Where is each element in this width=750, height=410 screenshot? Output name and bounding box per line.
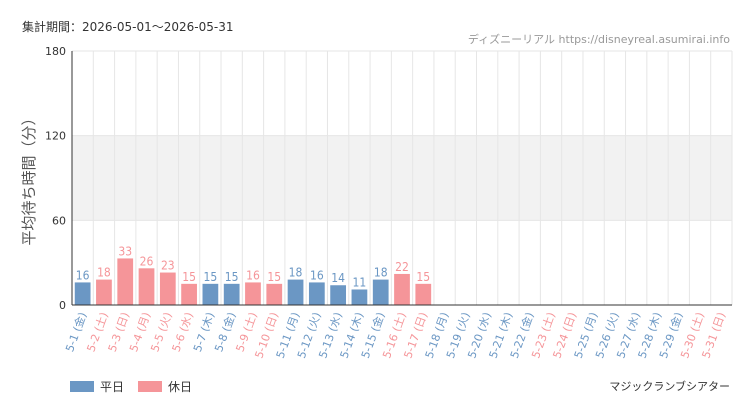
data-label: 15 xyxy=(267,270,281,284)
x-tick-labels: 5-1 (金)5-2 (土)5-3 (日)5-4 (月)5-5 (火)5-6 (… xyxy=(62,310,728,360)
data-label: 15 xyxy=(204,270,218,284)
y-axis-label: 平均待ち時間（分） xyxy=(20,110,38,245)
data-label: 18 xyxy=(374,266,388,280)
bar[interactable] xyxy=(223,283,240,305)
legend-swatch-weekday xyxy=(70,381,94,392)
bar[interactable] xyxy=(117,258,134,305)
y-tick-labels: 0 60 120 180 xyxy=(45,45,66,312)
bar[interactable] xyxy=(394,273,410,305)
data-label: 18 xyxy=(97,266,111,280)
bar[interactable] xyxy=(351,289,368,305)
bar[interactable] xyxy=(138,268,155,305)
bar[interactable] xyxy=(372,279,389,305)
data-label: 14 xyxy=(331,271,345,285)
bar[interactable] xyxy=(308,282,325,305)
bar[interactable] xyxy=(181,283,197,305)
data-label: 15 xyxy=(225,270,239,284)
data-label: 16 xyxy=(310,268,324,282)
data-label: 16 xyxy=(246,268,260,282)
legend-item-holiday[interactable]: 休日 xyxy=(138,378,192,395)
y-tick-label: 180 xyxy=(45,45,66,58)
bar[interactable] xyxy=(266,283,283,305)
bars xyxy=(74,258,432,305)
bar[interactable] xyxy=(287,279,304,305)
data-label: 16 xyxy=(76,268,90,282)
data-label: 15 xyxy=(182,270,196,284)
y-tick-label: 0 xyxy=(59,299,66,312)
data-label: 15 xyxy=(416,270,430,284)
y-tick-label: 60 xyxy=(52,214,66,227)
bar[interactable] xyxy=(96,279,112,305)
data-label: 18 xyxy=(289,266,303,280)
legend-label-holiday: 休日 xyxy=(168,380,193,394)
bar[interactable] xyxy=(202,283,219,305)
legend: 平日 休日 xyxy=(70,378,206,395)
data-label: 26 xyxy=(140,254,154,268)
data-label: 11 xyxy=(353,275,367,289)
legend-item-weekday[interactable]: 平日 xyxy=(70,378,124,395)
bar[interactable] xyxy=(415,283,432,305)
credit-label: ディズニーリアル https://disneyreal.asumirai.inf… xyxy=(467,33,730,46)
data-labels: 16 18 33 26 23 15 15 15 16 15 18 16 14 11 18 22 15 xyxy=(76,244,430,289)
data-label: 33 xyxy=(118,244,132,258)
gridlines xyxy=(71,50,733,306)
period-label: 集計期間：2026-05-01～2026-05-31 xyxy=(22,20,234,34)
data-label: 22 xyxy=(395,260,409,274)
shaded-band xyxy=(72,135,732,221)
y-tick-label: 120 xyxy=(45,130,66,143)
legend-swatch-holiday xyxy=(138,381,163,392)
bar[interactable] xyxy=(330,285,347,305)
legend-label-weekday: 平日 xyxy=(100,380,125,394)
attraction-name: マジックランブシアター xyxy=(609,380,730,393)
bar[interactable] xyxy=(74,282,91,305)
data-label: 23 xyxy=(161,259,175,273)
bar[interactable] xyxy=(245,282,261,305)
bar[interactable] xyxy=(159,272,176,305)
